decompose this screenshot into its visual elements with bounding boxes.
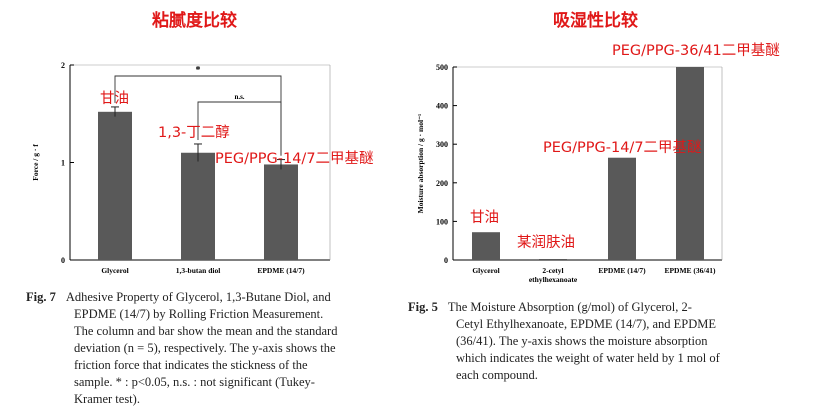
x-tick-label: Glycerol <box>472 266 499 275</box>
bar-annotation: 甘油 <box>100 90 129 107</box>
bar <box>676 67 704 260</box>
y-tick-label: 200 <box>436 179 448 188</box>
right-figure-number: Fig. 5 <box>408 300 438 314</box>
caption-line: friction force that indicates the stickn… <box>74 358 308 372</box>
bar-annotation: 某润肤油 <box>517 234 575 251</box>
y-tick-label: 100 <box>436 217 448 226</box>
bar <box>98 111 132 260</box>
significance-bracket <box>197 101 282 156</box>
bar-annotation: 甘油 <box>470 209 499 226</box>
left-figure-number: Fig. 7 <box>26 290 56 304</box>
right-chart-heading: 吸湿性比较 <box>553 11 638 31</box>
y-tick-label: 0 <box>61 256 65 265</box>
x-tick-label: EPDME (36/41) <box>664 266 716 275</box>
bar-annotation: 1,3-丁二醇 <box>158 124 230 141</box>
bar-annotation: PEG/PPG-36/41二甲基醚 <box>612 42 780 59</box>
caption-line: which indicates the weight of water held… <box>456 351 720 365</box>
x-tick-label: 1,3-butan diol <box>176 266 221 275</box>
y-tick-label: 400 <box>436 102 448 111</box>
left-chart-heading: 粘腻度比较 <box>152 11 237 31</box>
x-tick-label: Glycerol <box>101 266 128 275</box>
y-axis-label: Moisture absorption / g · mol⁻¹ <box>416 114 425 214</box>
x-tick-label: 2-cetyl <box>542 266 563 275</box>
significance-label: * <box>196 65 201 76</box>
y-tick-label: 1 <box>61 159 65 168</box>
bar <box>264 164 298 260</box>
right-figure-caption: Fig. 5 The Moisture Absorption (g/mol) of… <box>408 299 738 384</box>
bar-annotation: PEG/PPG-14/7二甲基醚 <box>215 150 374 167</box>
caption-line: Kramer test). <box>74 392 140 406</box>
y-tick-label: 500 <box>436 63 448 72</box>
x-tick-label: ethylhexanoate <box>529 275 578 284</box>
caption-line: EPDME (14/7) by Rolling Friction Measure… <box>74 307 324 321</box>
y-tick-label: 0 <box>444 256 448 265</box>
caption-line: sample. * : p<0.05, n.s. : not significa… <box>74 375 315 389</box>
x-tick-label: EPDME (14/7) <box>257 266 305 275</box>
y-axis-label: Force / g · f <box>31 144 40 181</box>
bar <box>472 232 500 260</box>
bar <box>539 259 567 260</box>
y-tick-label: 300 <box>436 140 448 149</box>
y-tick-label: 2 <box>61 61 65 70</box>
caption-line: The Moisture Absorption (g/mol) of Glyce… <box>447 300 692 314</box>
caption-line: Cetyl Ethylhexanoate, EPDME (14/7), and … <box>456 317 717 331</box>
significance-label: n.s. <box>234 93 244 101</box>
bar-annotation: PEG/PPG-14/7二甲基醚 <box>543 139 702 156</box>
caption-line: (36/41). The y-axis shows the moisture a… <box>456 334 708 348</box>
caption-line: Adhesive Property of Glycerol, 1,3-Butan… <box>65 290 331 304</box>
x-tick-label: EPDME (14/7) <box>598 266 646 275</box>
caption-line: deviation (n = 5), respectively. The y-a… <box>74 341 336 355</box>
bar <box>181 152 215 260</box>
caption-line: each compound. <box>456 368 538 382</box>
caption-line: The column and bar show the mean and the… <box>74 324 338 338</box>
bar <box>608 157 636 260</box>
left-figure-caption: Fig. 7 Adhesive Property of Glycerol, 1,3… <box>26 289 356 408</box>
